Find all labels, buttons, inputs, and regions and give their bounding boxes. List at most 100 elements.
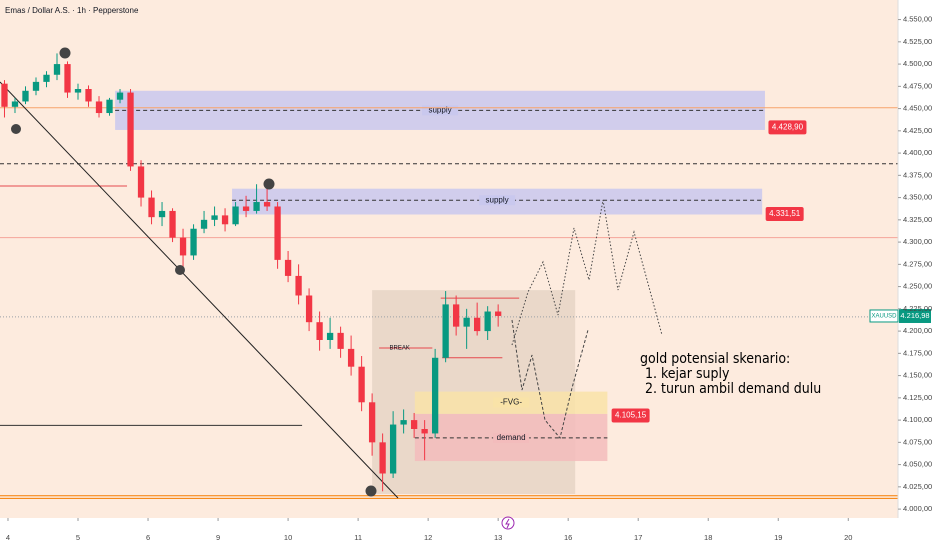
candle-body <box>137 166 145 198</box>
x-tick-label: 12 <box>424 533 432 542</box>
candle-body <box>179 237 187 256</box>
zone-label-bg <box>479 195 516 206</box>
y-tick-label: 4.025,00 <box>903 482 932 491</box>
y-tick-label: 4.550,00 <box>903 15 932 24</box>
price-tag <box>611 408 650 423</box>
y-tick-label: 4.000,00 <box>903 504 932 513</box>
last-price-label: 4.216,98 <box>900 311 929 320</box>
candle-body <box>263 202 271 207</box>
y-tick-label: 4.050,00 <box>903 460 932 469</box>
x-tick-label: 6 <box>146 533 150 542</box>
zones: supply supply demand -FVG- <box>115 90 765 494</box>
candle-body <box>442 304 449 358</box>
candle-body <box>284 259 292 276</box>
candles <box>1 53 502 492</box>
y-tick-label: 4.500,00 <box>903 59 932 68</box>
y-tick-label: 4.325,00 <box>903 215 932 224</box>
y-tick-label: 4.350,00 <box>903 193 932 202</box>
candle-body <box>242 206 250 211</box>
y-tick-label: 4.475,00 <box>903 81 932 90</box>
segment-label: BREAK <box>390 346 410 352</box>
annotation: 4.428,90 4.331,51 4.105,15 XAUUSD 4.216,98 go… <box>611 120 931 423</box>
candle-body <box>358 366 365 403</box>
y-tick-label: 4.400,00 <box>903 148 932 157</box>
candle-body <box>116 92 124 100</box>
x-tick-label: 20 <box>844 533 852 542</box>
y-tick-label: 4.125,00 <box>903 393 932 402</box>
event-icon-bolt <box>505 518 510 529</box>
projection-up <box>511 199 663 346</box>
y-tick-label: 4.225,00 <box>903 304 932 313</box>
candle-body <box>32 81 40 91</box>
x-tick-label: 13 <box>494 533 502 542</box>
x-tick-label: 10 <box>284 533 292 542</box>
scenario-text: 2. turun ambil demand dulu <box>645 381 821 397</box>
x-tick-label: 4 <box>6 533 10 542</box>
zone-label: demand <box>497 433 526 442</box>
pivot <box>263 178 275 190</box>
zone-label: supply <box>428 105 451 114</box>
candle-body <box>274 206 281 260</box>
candle-body <box>347 348 355 367</box>
candle-body <box>326 332 334 340</box>
pivots <box>11 47 377 497</box>
candle-body <box>473 317 481 332</box>
x-tick-label: 18 <box>704 533 712 542</box>
candle-body <box>64 64 71 93</box>
candle-body <box>190 228 197 256</box>
price-tag-label: 4.331,51 <box>769 209 801 218</box>
candle-body <box>295 275 302 296</box>
zone-label: -FVG- <box>500 397 522 406</box>
candle-body <box>316 322 323 340</box>
last-price-tag <box>899 308 931 323</box>
candle-body <box>11 101 19 107</box>
x-tick-label: 19 <box>774 533 782 542</box>
candle-body <box>169 210 176 238</box>
candle-body <box>1 83 8 107</box>
candle-body <box>379 442 386 474</box>
lines: BREAK <box>0 107 898 499</box>
zone-label-bg <box>422 105 459 116</box>
y-tick-label: 4.075,00 <box>903 437 932 446</box>
candle-body <box>127 92 134 167</box>
candle-body <box>421 428 428 434</box>
candle-body <box>200 219 208 229</box>
y-tick-label: 4.300,00 <box>903 237 932 246</box>
price-tag <box>768 120 807 135</box>
price-tag-label: 4.105,15 <box>615 411 647 420</box>
event-icon[interactable] <box>501 516 515 530</box>
candle-body <box>389 424 397 474</box>
symbol-tag <box>869 309 899 323</box>
y-tick-label: 4.200,00 <box>903 326 932 335</box>
pivot <box>11 124 21 134</box>
candle-body <box>452 304 460 327</box>
candle-body <box>400 420 407 425</box>
x-tick-label: 9 <box>216 533 220 542</box>
y-tick-label: 4.250,00 <box>903 282 932 291</box>
x-tick-label: 17 <box>634 533 642 542</box>
candle-body <box>211 215 218 220</box>
pivot <box>59 47 71 59</box>
candle-body <box>431 357 439 434</box>
candle-body <box>106 99 113 114</box>
y-tick-label: 4.425,00 <box>903 126 932 135</box>
scenario-text: gold potensial skenario: <box>640 351 790 367</box>
x-tick-label: 11 <box>354 533 362 542</box>
y-tick-label: 4.275,00 <box>903 259 932 268</box>
candle-body <box>22 90 29 102</box>
candle-body <box>53 64 61 75</box>
candle-body <box>368 402 376 443</box>
scenario-text: 1. kejar suply <box>645 366 730 382</box>
candle-body <box>148 197 155 218</box>
candle-body <box>74 89 82 93</box>
candle-body <box>337 332 344 349</box>
candle-body <box>410 420 418 429</box>
candle-body <box>305 295 313 323</box>
candle-body <box>484 311 491 332</box>
x-tick-label: 16 <box>564 533 572 542</box>
candle-body <box>495 311 502 316</box>
x-tick-label: 5 <box>76 533 80 542</box>
price-tag-label: 4.428,90 <box>772 122 804 131</box>
trendline <box>0 81 399 499</box>
